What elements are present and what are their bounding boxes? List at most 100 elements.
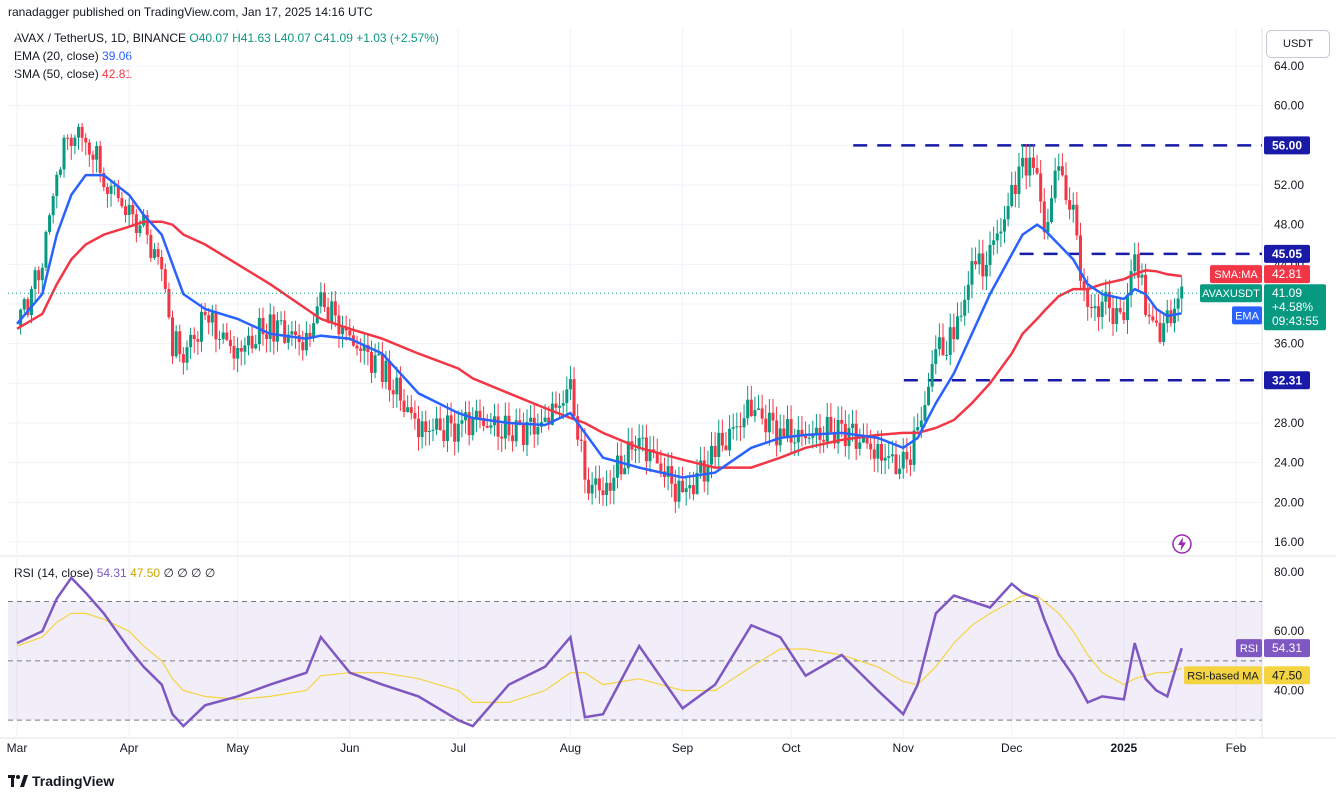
candle-body — [156, 249, 160, 258]
candle-body — [445, 415, 449, 442]
sma-tag-label: SMA:MA — [1214, 269, 1258, 281]
level-tag-label: 32.31 — [1272, 373, 1302, 387]
price-tick-label: 28.00 — [1274, 416, 1304, 430]
candle-body — [127, 204, 131, 215]
candle-body — [717, 432, 721, 457]
candle-body — [880, 443, 884, 461]
candle-body — [782, 428, 786, 437]
candle-body — [890, 454, 894, 457]
candle-body — [1176, 298, 1180, 309]
candle-body — [254, 344, 258, 349]
candle-body — [1006, 206, 1010, 220]
rsi-tag-value: 54.31 — [1272, 641, 1302, 655]
candle-body — [1050, 198, 1054, 223]
candle-body — [247, 335, 251, 346]
price-tag-bg — [1264, 284, 1326, 331]
legend-sma-row[interactable]: SMA (50, close) 42.81 — [14, 67, 132, 81]
candle-body — [587, 479, 591, 494]
candle-body — [257, 317, 261, 345]
candle-body — [1057, 166, 1061, 171]
candle-body — [406, 407, 410, 412]
candle-body — [561, 403, 565, 406]
candle-body — [742, 418, 746, 428]
legend-symbol[interactable]: AVAX / TetherUS, 1D, BINANCE — [14, 31, 187, 45]
candle-body — [196, 339, 200, 342]
legend-ema-row[interactable]: EMA (20, close) 39.06 — [14, 49, 132, 63]
sma50-line — [16, 220, 1182, 469]
candle-body — [362, 345, 366, 351]
candle-body — [1071, 204, 1075, 210]
legend-rsi-row[interactable]: RSI (14, close) 54.31 47.50 ∅ ∅ ∅ ∅ — [14, 566, 215, 580]
candle-body — [333, 301, 337, 316]
sma-tag-value: 42.81 — [1272, 267, 1302, 281]
candle-body — [941, 337, 945, 356]
sma-tag-value-bg — [1264, 265, 1310, 284]
candle-body — [612, 477, 616, 491]
candle-body — [702, 460, 706, 482]
candle-body — [634, 449, 638, 451]
countdown-value: 09:43:55 — [1272, 314, 1319, 328]
candle-body — [326, 307, 330, 323]
candle-body — [565, 389, 569, 404]
candle-body — [315, 306, 319, 324]
rsi-ma-label-bg — [1184, 666, 1262, 685]
candle-body — [963, 299, 967, 316]
candle-body — [199, 311, 203, 342]
candle-body — [239, 347, 243, 352]
candle-body — [945, 354, 949, 356]
candle-body — [901, 451, 905, 469]
candle-body — [659, 463, 663, 472]
candle-body — [1100, 301, 1104, 318]
candle-body — [138, 225, 142, 234]
candle-body — [167, 288, 171, 318]
candle-body — [218, 339, 222, 341]
lightning-icon[interactable] — [1170, 532, 1194, 556]
candle-body — [55, 174, 59, 197]
candle-body — [959, 315, 963, 317]
candle-body — [109, 185, 113, 194]
time-tick-label: Jul — [451, 741, 466, 755]
candle-body — [221, 332, 225, 340]
candle-body — [420, 421, 424, 438]
candle-body — [641, 437, 645, 439]
candle-body — [992, 240, 996, 245]
candle-body — [1035, 167, 1039, 174]
candle-body — [98, 145, 102, 174]
tradingview-logo[interactable]: TradingView — [8, 771, 114, 791]
candle-body — [438, 418, 442, 431]
candle-body — [58, 169, 62, 175]
candle-body — [804, 435, 808, 439]
currency-button[interactable]: USDT — [1266, 30, 1330, 58]
candle-body — [243, 345, 247, 352]
candle-body — [894, 454, 898, 474]
candle-body — [1125, 295, 1129, 321]
candle-body — [854, 423, 858, 449]
candle-body — [637, 438, 641, 450]
candle-body — [341, 326, 345, 335]
candle-body — [22, 299, 26, 310]
level-lines — [853, 144, 1262, 382]
rsi-tick-label: 40.00 — [1274, 684, 1304, 698]
candle-body — [677, 480, 681, 502]
candle-body — [33, 270, 37, 289]
candle-body — [301, 342, 305, 351]
candle-body — [619, 455, 623, 475]
candle-body — [366, 345, 370, 352]
candle-body — [48, 215, 52, 233]
candle-body — [424, 421, 428, 433]
candle-body — [934, 349, 938, 365]
candle-body — [37, 270, 41, 281]
candle-body — [514, 420, 518, 442]
candle-body — [145, 215, 149, 235]
symbol-tag-bg — [1200, 284, 1262, 303]
candle-body — [1140, 274, 1144, 278]
candle-body — [76, 126, 80, 138]
candle-body — [977, 253, 981, 265]
level-tag-bg — [1264, 244, 1310, 263]
candle-body — [236, 347, 240, 359]
candle-body — [409, 407, 413, 414]
candle-body — [80, 126, 84, 138]
candle-body — [265, 334, 269, 339]
sma-tag-label-bg — [1210, 265, 1262, 284]
